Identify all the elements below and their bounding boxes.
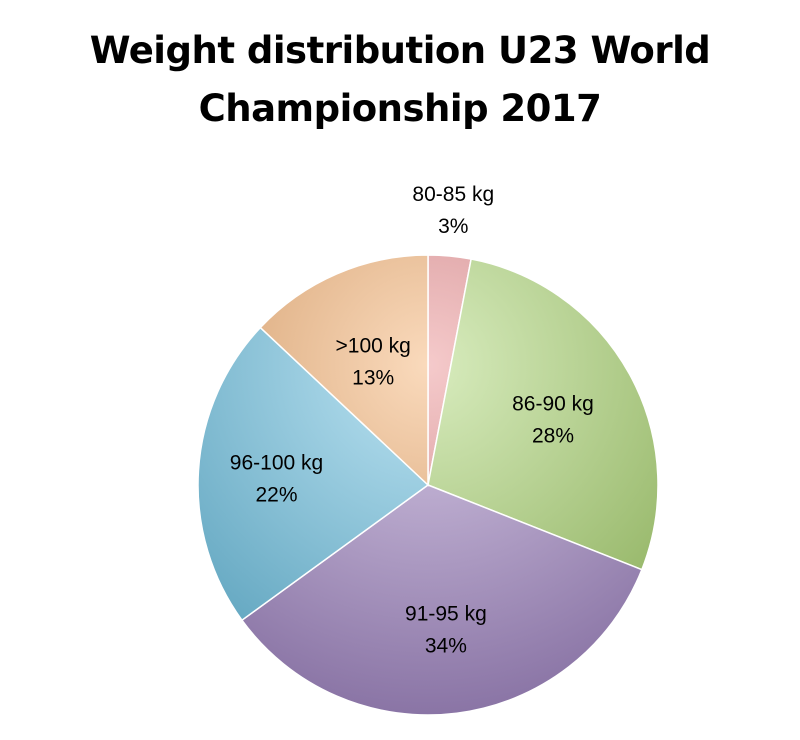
pie-slice-100-kg [259, 254, 429, 487]
chart-title: Weight distribution U23 World Championsh… [0, 22, 800, 138]
chart-title-line-2: Championship 2017 [198, 87, 602, 130]
slice-percent-label: 34% [425, 635, 467, 658]
chart-title-line-1: Weight distribution U23 World [89, 29, 711, 72]
pie-slice-91-95-kg [240, 484, 643, 716]
slice-category-label: 91-95 kg [405, 603, 487, 626]
slice-category-label: 80-85 kg [412, 183, 494, 206]
pie-labels: 80-85 kg 3% 86-90 kg 28% 91-95 kg 34% 96-100 k… [230, 183, 594, 657]
pie-slice-96-100-kg [197, 326, 430, 622]
slice-percent-label: 3% [438, 215, 468, 238]
pie-slice-86-90-kg [427, 258, 659, 571]
slice-percent-label: 22% [255, 484, 297, 507]
slice-percent-label: 28% [532, 424, 574, 447]
slice-category-label: >100 kg [336, 334, 411, 357]
slice-category-label: 86-90 kg [512, 392, 594, 415]
slice-category-label: 96-100 kg [230, 452, 323, 475]
slice-percent-label: 13% [352, 366, 394, 389]
pie-slices [197, 254, 659, 716]
